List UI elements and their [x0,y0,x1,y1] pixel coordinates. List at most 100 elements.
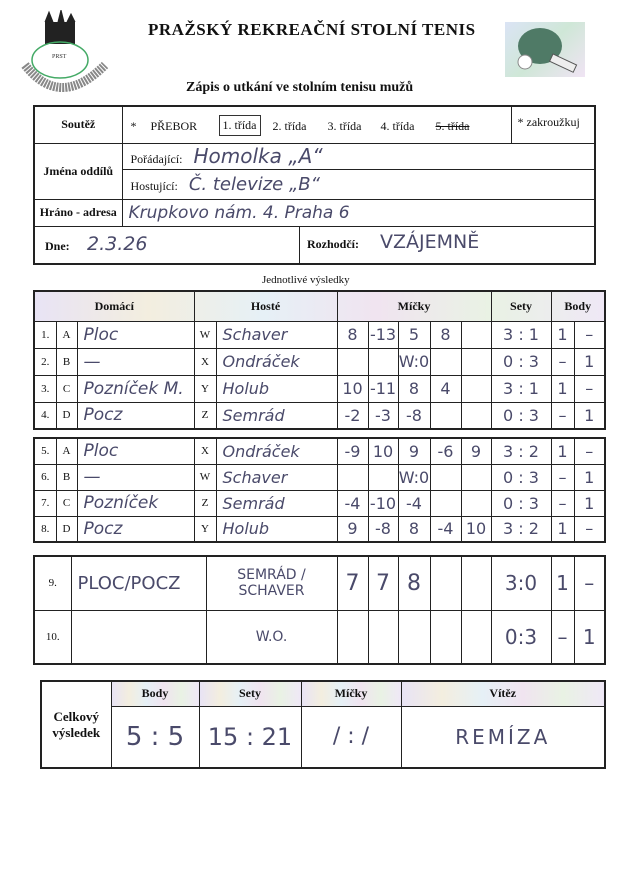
address-field[interactable]: Krupkovo nám. 4. Praha 6 [128,202,350,223]
guest-player: Semrád [215,401,338,430]
address-label: Hráno - adresa [33,198,123,227]
home-player: Ploc [76,320,195,349]
match-row: 3. C Pozníček M. Y Holub 10 -11 8 4 3 : 1 1– [33,374,606,403]
match-number: 4. [33,401,57,430]
class-1-selected[interactable]: 1. třída [218,115,261,136]
total-table: Celkový výsledek Body Sety Míčky Vítěz 5… [40,680,606,769]
guest-letter: Z [193,489,217,517]
guest-point: – [573,437,606,465]
home-player: Ploc [76,437,195,465]
guest-point: – [573,555,606,611]
class-3[interactable]: 3. třída [327,119,362,133]
ball-score [429,609,462,665]
match-row: 2. B — X Ondráček W:0 0 : 3–1 [33,347,606,376]
home-player: Pocz [76,401,195,430]
guest-player: Schaver [215,320,338,349]
home-pair: PLOC/POCZ [70,555,207,611]
ball-score [460,489,492,517]
home-point: – [550,401,575,430]
home-letter: C [55,374,78,403]
guest-player: Schaver [215,463,338,491]
ball-score [336,463,369,491]
col-sets: Sety [490,290,552,322]
guest-letter: X [193,437,217,465]
ball-score: 9 [397,437,431,465]
home-point: 1 [550,320,575,349]
ball-score [460,555,492,611]
page-title: PRAŽSKÝ REKREAČNÍ STOLNÍ TENIS [148,20,476,39]
ball-score: 7 [367,555,399,611]
home-point: 1 [550,437,575,465]
class-2[interactable]: 2. třída [272,119,307,133]
home-point: 1 [550,515,575,543]
guest-player: Holub [215,374,338,403]
paddle-image [505,22,585,77]
sets-score: 3 : 1 [490,320,552,349]
class-5-crossed[interactable]: 5. třída [435,119,470,133]
referee-field[interactable]: VZÁJEMNĚ [380,230,480,253]
ball-score [460,320,492,349]
total-sets: 15 : 21 [198,705,302,769]
home-letter: B [55,347,78,376]
host-club-field[interactable]: Homolka „A“ [193,144,323,168]
ball-score: -13 [367,320,399,349]
ball-score: -10 [367,489,399,517]
total-label: Celkový výsledek [40,680,112,769]
ball-score: -11 [367,374,399,403]
home-letter: D [55,401,78,430]
circle-note: * zakroužkuj [517,115,580,129]
class-prebor[interactable]: PŘEBOR [150,119,198,133]
total-col-balls: Míčky [300,680,402,707]
match-number: 8. [33,515,57,543]
match-number: 5. [33,437,57,465]
ball-score: 10 [367,437,399,465]
ball-score [460,374,492,403]
ball-score: 5 [397,320,431,349]
guest-letter: W [193,320,217,349]
ball-score: 10 [336,374,369,403]
ball-score [367,609,399,665]
ball-score: 7 [336,555,369,611]
sets-score: 0 : 3 [490,401,552,430]
ball-score [336,609,369,665]
match-number: 3. [33,374,57,403]
guest-point: 1 [573,347,606,376]
ball-score [429,347,462,376]
home-point: – [550,347,575,376]
ball-score: -8 [397,401,431,430]
ball-score: W:0 [397,463,431,491]
ball-score: -3 [367,401,399,430]
ball-score [429,489,462,517]
match-number: 6. [33,463,57,491]
ball-score [460,463,492,491]
col-balls: Míčky [336,290,492,322]
match-row: 5. A Ploc X Ondráček -9 10 9 -6 9 3 : 2 1– [33,437,606,465]
ball-score [367,347,399,376]
singles-table-1: Domácí Hosté Míčky Sety Body 1. A Ploc W Sch… [33,290,607,430]
class-4[interactable]: 4. třída [380,119,415,133]
guest-label: Hostující: [130,178,178,193]
sets-score: 3 : 1 [490,374,552,403]
ball-score [336,347,369,376]
ball-score [460,609,492,665]
guest-point: 1 [573,463,606,491]
total-col-winner: Vítěz [400,680,606,707]
guest-letter: W [193,463,217,491]
home-point: – [550,463,575,491]
ball-score [367,463,399,491]
date-label: Dne: [45,238,70,253]
match-number: 10. [33,609,72,665]
date-field[interactable]: 2.3.26 [87,232,148,255]
ball-score: -6 [429,437,462,465]
total-balls: / : / [300,705,402,769]
guest-point: – [573,515,606,543]
competition-options: * PŘEBOR 1. třída 2. třída 3. třída 4. t… [121,105,596,144]
sets-score: 0 : 3 [490,347,552,376]
ball-score: -4 [336,489,369,517]
results-section-title: Jednotlivé výsledky [262,274,350,286]
guest-player: Ondráček [215,347,338,376]
form-subtitle: Zápis o utkání ve stolním tenisu mužů [186,80,414,95]
col-points: Body [550,290,606,322]
sets-score: 3 : 2 [490,515,552,543]
guest-club-field[interactable]: Č. televize „B“ [188,173,320,195]
